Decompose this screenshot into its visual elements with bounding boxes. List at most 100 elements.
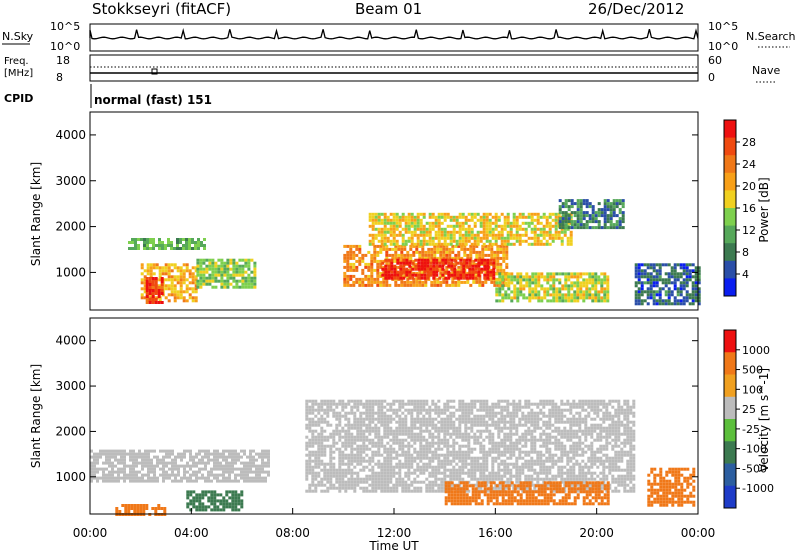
heatmap-cell [151, 301, 155, 304]
heatmap-cell [603, 205, 607, 209]
heatmap-cell [198, 470, 201, 474]
heatmap-cell [661, 299, 665, 303]
heatmap-cell [359, 429, 363, 433]
heatmap-cell [311, 408, 315, 412]
heatmap-cell [388, 253, 392, 257]
heatmap-cell [579, 214, 583, 218]
heatmap-cell [341, 444, 345, 448]
heatmap-cell [439, 247, 443, 251]
heatmap-cell [394, 253, 398, 257]
heatmap-cell [597, 296, 601, 300]
heatmap-cell [401, 441, 405, 445]
heatmap-cell [448, 250, 452, 254]
heatmap-cell [621, 205, 625, 209]
heatmap-cell [154, 277, 158, 280]
heatmap-cell [445, 256, 449, 260]
heatmap-cell [606, 199, 610, 203]
heatmap-cell [455, 441, 459, 445]
heatmap-cell [437, 435, 441, 439]
heatmap-cell [219, 479, 222, 483]
heatmap-cell [439, 256, 443, 260]
heatmap-cell [528, 278, 532, 282]
heatmap-cell [401, 411, 405, 415]
heatmap-cell [564, 275, 568, 279]
heatmap-cell [431, 242, 435, 246]
heatmap-cell [398, 215, 402, 219]
heatmap-cell [431, 227, 435, 231]
heatmap-cell [398, 453, 402, 457]
heatmap-cell [470, 423, 474, 427]
heatmap-cell [512, 212, 516, 216]
heatmap-cell [505, 253, 509, 257]
heatmap-cell [492, 261, 496, 265]
heatmap-cell [612, 205, 616, 209]
heatmap-cell [377, 441, 381, 445]
heatmap-cell [425, 444, 429, 448]
heatmap-cell [471, 270, 475, 274]
heatmap-cell [464, 414, 468, 418]
heatmap-cell [244, 285, 248, 289]
heatmap-cell [399, 267, 403, 271]
heatmap-cell [494, 221, 498, 225]
heatmap-cell [566, 221, 570, 225]
heatmap-cell [311, 435, 315, 439]
heatmap-cell [226, 258, 230, 262]
heatmap-cell [199, 273, 203, 277]
heatmap-cell [145, 286, 149, 289]
heatmap-cell [445, 280, 449, 284]
heatmap-cell [338, 450, 342, 454]
heatmap-cell [117, 449, 120, 453]
heatmap-cell [485, 405, 489, 409]
heatmap-cell [679, 284, 683, 288]
heatmap-cell [564, 223, 568, 227]
heatmap-cell [371, 239, 375, 243]
heatmap-cell [105, 449, 108, 453]
heatmap-cell [420, 258, 424, 262]
heatmap-cell [503, 471, 507, 475]
heatmap-cell [422, 414, 426, 418]
heatmap-cell [377, 218, 381, 222]
heatmap-cell [561, 217, 565, 221]
heatmap-cell [344, 411, 348, 415]
heatmap-cell [458, 426, 462, 430]
heatmap-cell [96, 452, 99, 456]
heatmap-cell [314, 486, 318, 490]
heatmap-cell [383, 468, 387, 472]
heatmap-cell [497, 483, 501, 487]
heatmap-cell [652, 290, 656, 294]
heatmap-cell [228, 496, 232, 500]
heatmap-cell [105, 461, 108, 465]
heatmap-cell [582, 199, 586, 203]
heatmap-cell [588, 287, 592, 291]
heatmap-cell [492, 258, 496, 262]
heatmap-cell [135, 473, 138, 477]
heatmap-cell [144, 449, 147, 453]
heatmap-cell [314, 450, 318, 454]
heatmap-cell [93, 464, 96, 468]
heatmap-cell [474, 276, 478, 280]
heatmap-cell [425, 453, 429, 457]
heatmap-cell [479, 420, 483, 424]
heatmap-cell [512, 462, 516, 466]
heatmap-cell [489, 270, 493, 274]
heatmap-cell [108, 476, 111, 480]
heatmap-cell [320, 450, 324, 454]
heatmap-cell [446, 468, 450, 472]
heatmap-cell [140, 266, 144, 270]
heatmap-cell [341, 483, 345, 487]
heatmap-cell [425, 242, 429, 246]
heatmap-cell [389, 486, 393, 490]
heatmap-cell [546, 281, 550, 285]
heatmap-cell [513, 275, 517, 279]
heatmap-cell [401, 399, 405, 403]
heatmap-cell [555, 278, 559, 282]
heatmap-cell [409, 256, 413, 260]
heatmap-cell [524, 402, 528, 406]
heatmap-cell [488, 477, 492, 481]
heatmap-cell [482, 408, 486, 412]
heatmap-cell [213, 493, 217, 497]
heatmap-cell [395, 471, 399, 475]
heatmap-cell [144, 464, 147, 468]
heatmap-cell [347, 480, 351, 484]
heatmap-cell [655, 299, 659, 303]
